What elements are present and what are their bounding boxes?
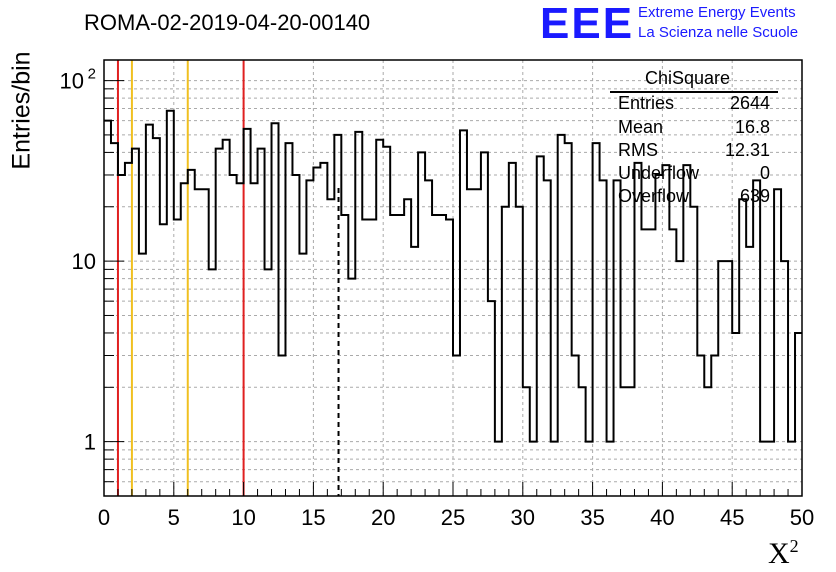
x-tick-label: 5 bbox=[168, 505, 180, 530]
stat-value-mean: 16.8 bbox=[734, 117, 770, 137]
stat-label-rms: RMS bbox=[618, 140, 658, 160]
y-tick-label: 1 bbox=[84, 430, 96, 455]
x-tick-label: 35 bbox=[580, 505, 604, 530]
stat-value-rms: 12.31 bbox=[724, 140, 770, 160]
x-tick-label: 15 bbox=[301, 505, 325, 530]
stat-label-overflow: Overflow bbox=[618, 186, 690, 206]
eee-logo: EEE Extreme Energy Events La Scienza nel… bbox=[540, 2, 830, 46]
stat-value-entries: 2644 bbox=[729, 93, 770, 113]
y-tick-label: 10 bbox=[60, 69, 84, 94]
x-axis-label-base: X bbox=[768, 537, 790, 570]
stat-label-mean: Mean bbox=[618, 117, 664, 137]
logo-line2: La Scienza nelle Scuole bbox=[638, 24, 799, 41]
x-tick-label: 0 bbox=[98, 505, 110, 530]
logo-mark: EEE bbox=[540, 0, 635, 48]
x-tick-label: 45 bbox=[720, 505, 744, 530]
stat-label-entries: Entries bbox=[618, 93, 675, 113]
axis-ticks bbox=[103, 80, 803, 497]
x-tick-label: 50 bbox=[790, 505, 814, 530]
stats-divider bbox=[610, 91, 778, 93]
stats-title: ChiSquare bbox=[645, 68, 731, 88]
chart-title: ROMA-02-2019-04-20-00140 bbox=[84, 10, 371, 35]
histogram-line bbox=[104, 109, 802, 443]
stat-label-underflow: Underflow bbox=[618, 163, 700, 183]
x-tick-label: 30 bbox=[511, 505, 535, 530]
x-tick-label: 40 bbox=[650, 505, 674, 530]
x-tick-labels: 0 5 10 15 20 25 30 35 40 45 50 bbox=[98, 505, 814, 530]
x-axis-label: X2 bbox=[768, 536, 799, 571]
x-tick-label: 25 bbox=[441, 505, 465, 530]
y-tick-label-exponent: 2 bbox=[88, 66, 96, 83]
logo-line1: Extreme Energy Events bbox=[638, 4, 796, 21]
x-tick-label: 10 bbox=[231, 505, 255, 530]
stat-value-overflow: 639 bbox=[739, 186, 770, 206]
y-axis-label: Entries/bin bbox=[7, 51, 36, 170]
x-tick-label: 20 bbox=[371, 505, 395, 530]
stat-value-underflow: 0 bbox=[759, 163, 770, 183]
x-axis-label-superscript: 2 bbox=[789, 536, 799, 556]
y-tick-label: 10 bbox=[72, 249, 96, 274]
